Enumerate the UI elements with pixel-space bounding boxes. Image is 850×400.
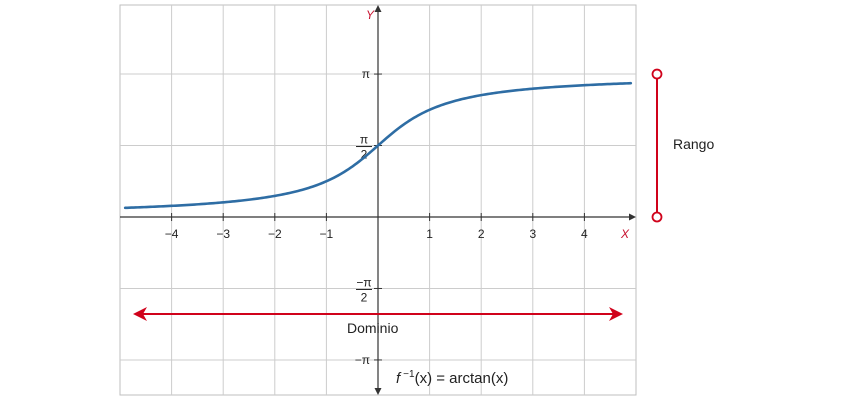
axes [120, 5, 636, 395]
series-line [123, 81, 633, 210]
formula-label: f −1(x) = arctan(x) [396, 369, 508, 387]
x-tick-label: −4 [165, 227, 179, 241]
domain-left-arrowhead [133, 307, 147, 321]
x-axis-arrow [629, 213, 636, 221]
y-axis-label: Y [366, 8, 375, 22]
formula-superscript: −1 [403, 369, 415, 380]
y-tick-label-denominator: 2 [361, 148, 368, 162]
range-bottom-endpoint [651, 211, 663, 223]
range-top-endpoint [651, 68, 663, 80]
y-tick-label: −π [355, 353, 370, 367]
x-tick-label: 4 [581, 227, 588, 241]
y-tick-label-numerator: π [360, 133, 368, 147]
x-tick-label: 1 [426, 227, 433, 241]
y-tick-label-numerator: −π [356, 275, 371, 289]
range-indicator [651, 68, 663, 223]
x-axis-label: X [620, 227, 630, 241]
x-tick-label: −1 [320, 227, 334, 241]
range-label: Rango [673, 136, 714, 152]
domain-indicator [133, 307, 623, 321]
formula-f: f [396, 370, 402, 387]
formula-rest: (x) = arctan(x) [415, 370, 509, 387]
x-tick-label: 2 [478, 227, 485, 241]
y-tick-label-denominator: 2 [361, 290, 368, 304]
x-tick-label: 3 [529, 227, 536, 241]
domain-right-arrowhead [609, 307, 623, 321]
y-axis-arrow-down [374, 388, 382, 395]
x-tick-label: −2 [268, 227, 282, 241]
y-tick-label: π [362, 67, 370, 81]
domain-label: Dominio [347, 320, 399, 336]
y-axis-arrow-up [374, 5, 382, 12]
x-tick-label: −3 [216, 227, 230, 241]
